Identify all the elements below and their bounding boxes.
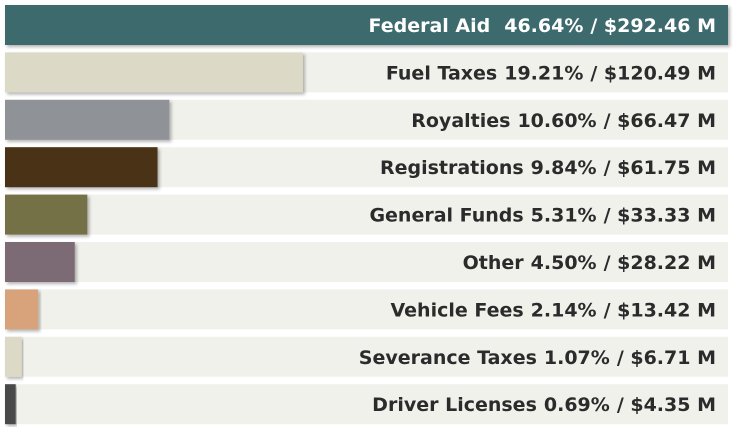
row-background [5, 336, 728, 377]
amount-label: / $28.22 M [604, 252, 716, 274]
bar [5, 289, 39, 330]
row-background [5, 384, 728, 425]
bar-label: Vehicle Fees 2.14% / $13.42 M [391, 299, 717, 321]
category-label: Other [463, 252, 525, 274]
bar-label: Severance Taxes 1.07% / $6.71 M [359, 346, 716, 368]
category-label: Severance Taxes [359, 346, 537, 368]
row-background [5, 194, 728, 235]
bar-label: Fuel Taxes 19.21% / $120.49 M [386, 62, 716, 84]
amount-label: / $4.35 M [617, 394, 716, 416]
value-label: 1.07% [544, 346, 610, 368]
amount-label: / $61.75 M [604, 157, 716, 179]
value-label: 5.31% [531, 204, 597, 226]
bar-label: Driver Licenses 0.69% / $4.35 M [372, 394, 716, 416]
bar [5, 99, 170, 140]
row-background [5, 289, 728, 330]
amount-label: / $120.49 M [590, 62, 716, 84]
value-label: 10.60% [517, 109, 596, 131]
bar [5, 194, 88, 235]
bar [5, 147, 158, 188]
category-label: Vehicle Fees [391, 299, 524, 321]
bar-label: Royalties 10.60% / $66.47 M [411, 109, 716, 131]
value-label: 2.14% [531, 299, 597, 321]
category-label: Royalties [411, 109, 510, 131]
value-label: 46.64% [504, 15, 583, 37]
bar [5, 336, 22, 377]
category-label: Registrations [380, 157, 524, 179]
amount-label: / $6.71 M [617, 346, 716, 368]
category-label: Fuel Taxes [386, 62, 497, 84]
amount-label: / $292.46 M [590, 15, 716, 37]
row-background [5, 242, 728, 282]
value-label: 4.50% [531, 252, 597, 274]
bar-label: Other 4.50% / $28.22 M [463, 252, 716, 274]
value-label: 19.21% [504, 62, 583, 84]
bar-label: General Funds 5.31% / $33.33 M [369, 204, 716, 226]
bar-label: Federal Aid 46.64% / $292.46 M [369, 15, 716, 37]
bar [5, 384, 16, 425]
value-label: 0.69% [544, 394, 610, 416]
amount-label: / $13.42 M [604, 299, 716, 321]
value-label: 9.84% [531, 157, 597, 179]
bar-label: Registrations 9.84% / $61.75 M [380, 157, 716, 179]
amount-label: / $66.47 M [604, 109, 716, 131]
bar [5, 52, 303, 93]
bar [5, 242, 75, 282]
category-label: Driver Licenses [372, 394, 537, 416]
category-label: Federal Aid [369, 15, 491, 37]
category-label: General Funds [369, 204, 523, 226]
bar [5, 5, 728, 45]
amount-label: / $33.33 M [604, 204, 716, 226]
